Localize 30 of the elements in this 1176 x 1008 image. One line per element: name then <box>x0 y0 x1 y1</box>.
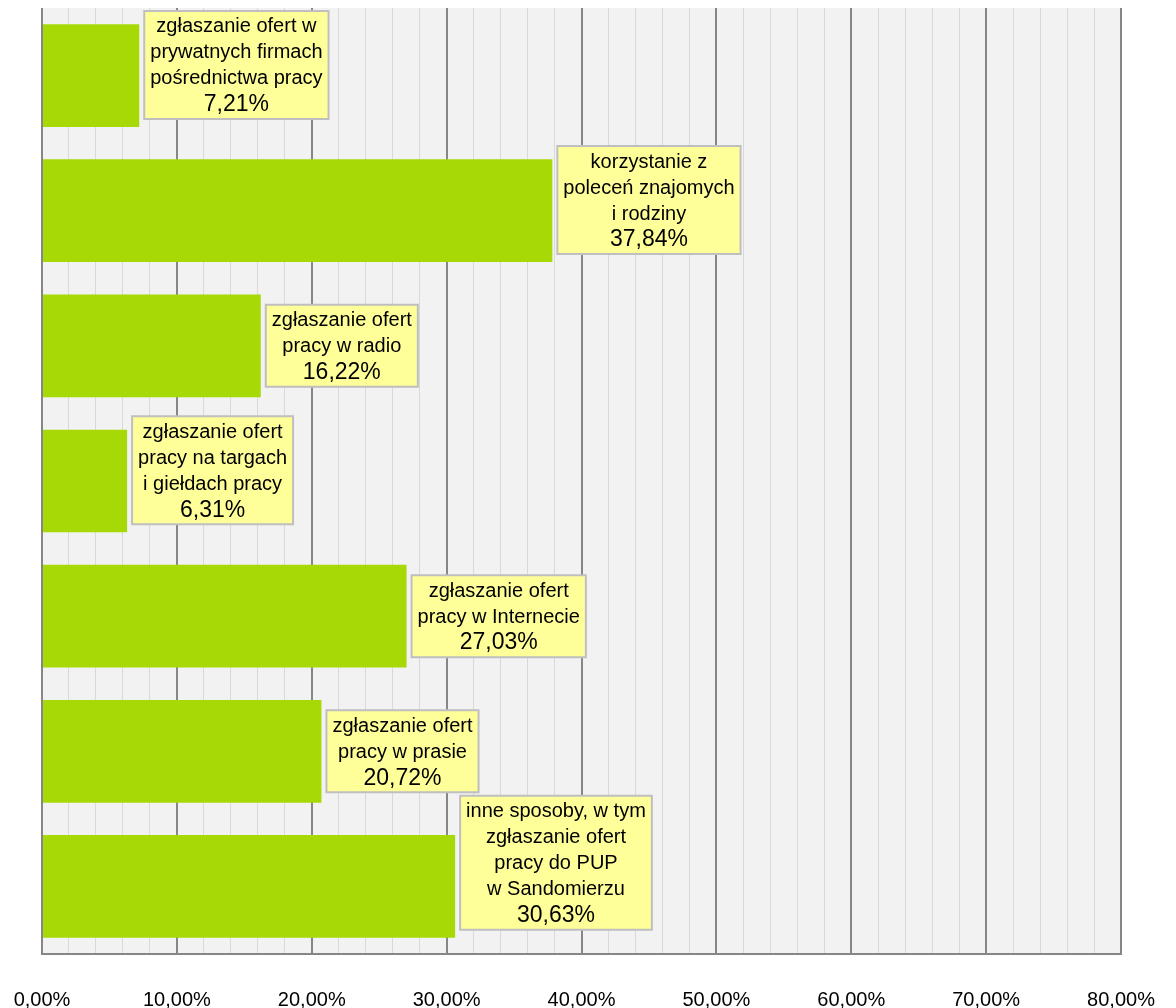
x-tick-label: 30,00% <box>412 987 481 1008</box>
y-tick-label: zgłaszanie ofert pracy na targach i giełdach pracy <box>138 419 288 494</box>
bar <box>43 564 407 668</box>
x-tick-label: 60,00% <box>817 987 886 1008</box>
y-tick-label: zgłaszanie ofert w prywatnych firmach pośrednictwa pracy <box>150 14 323 89</box>
data-label: 7,21% <box>203 90 270 117</box>
bar <box>43 24 140 127</box>
x-tick-label: 40,00% <box>547 987 616 1008</box>
data-label: 30,63% <box>516 901 595 928</box>
y-tick-label: korzystanie z poleceń znajomych i rodziny <box>563 149 735 224</box>
data-label: 20,72% <box>363 763 442 790</box>
bar <box>43 835 456 938</box>
x-tick-label: 50,00% <box>682 987 751 1008</box>
data-label: 37,84% <box>609 225 688 252</box>
y-tick-label: zgłaszanie ofert pracy w prasie <box>332 713 473 762</box>
bar <box>43 159 553 263</box>
x-tick-label: 0,00% <box>13 987 71 1008</box>
y-tick-label: inne sposoby, w tym zgłaszanie ofert pracy do PUP w Sandomierzu <box>466 799 646 900</box>
y-tick-label: zgłaszanie ofert pracy w radio <box>271 308 413 357</box>
x-tick-label: 20,00% <box>277 987 346 1008</box>
data-label: 6,31% <box>179 495 246 522</box>
data-label: 27,03% <box>459 628 538 655</box>
x-tick-label: 10,00% <box>142 987 211 1008</box>
x-tick-label: 80,00% <box>1087 987 1156 1008</box>
bar <box>43 294 261 398</box>
data-label: 16,22% <box>302 358 381 385</box>
y-tick-label: zgłaszanie ofert pracy w Internecie <box>417 578 580 627</box>
x-tick-label: 70,00% <box>952 987 1021 1008</box>
bar <box>43 699 322 803</box>
bar <box>43 429 128 533</box>
